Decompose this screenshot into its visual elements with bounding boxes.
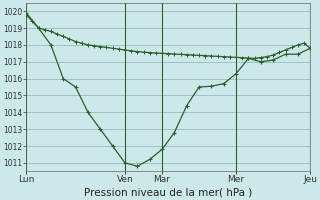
X-axis label: Pression niveau de la mer( hPa ): Pression niveau de la mer( hPa ) (84, 187, 252, 197)
